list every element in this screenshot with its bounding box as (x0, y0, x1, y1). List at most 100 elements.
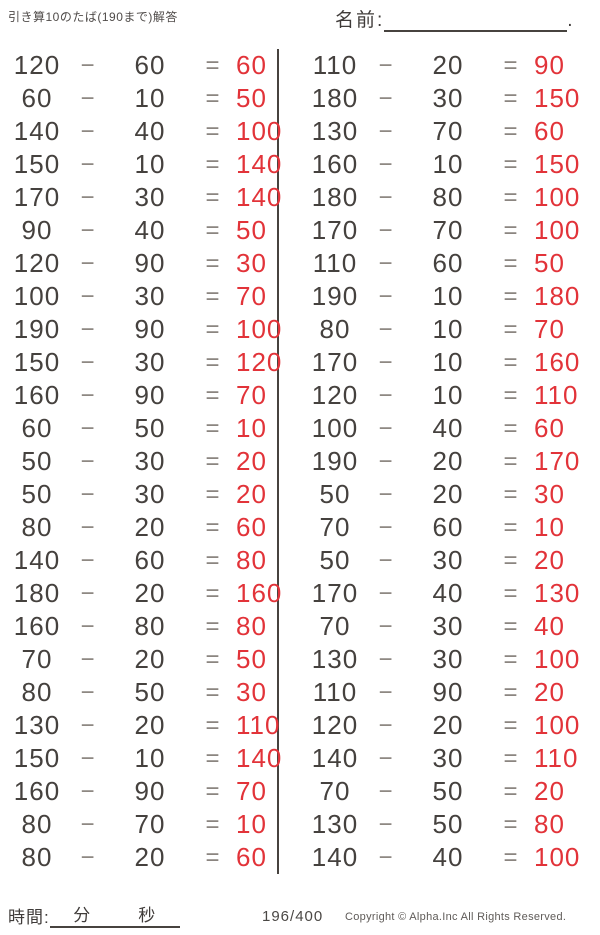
subtrahend: 60 (134, 50, 166, 80)
equals-sign: = (205, 381, 221, 409)
subtrahend: 30 (432, 611, 464, 641)
problem-row: 150 − 10 = 140 (8, 742, 282, 775)
equals-sign: = (205, 51, 221, 79)
minuend: 130 (311, 644, 359, 674)
answer: 180 (534, 281, 581, 311)
minus-sign: − (378, 348, 394, 376)
answer: 100 (236, 314, 283, 344)
answer: 60 (236, 512, 267, 542)
minuend: 170 (311, 347, 359, 377)
answer: 50 (236, 215, 267, 245)
minus-sign: − (378, 645, 394, 673)
minutes-label: 分 (73, 906, 92, 925)
subtrahend: 80 (134, 611, 166, 641)
minuend: 50 (319, 479, 351, 509)
problem-row: 190 − 10 = 180 (306, 280, 580, 313)
answer: 60 (534, 116, 565, 146)
subtrahend: 80 (432, 182, 464, 212)
equals-sign: = (503, 546, 519, 574)
time-blank-line: 分秒 (49, 905, 180, 928)
equals-sign: = (503, 216, 519, 244)
equals-sign: = (503, 51, 519, 79)
minuend: 140 (311, 842, 359, 872)
problem-row: 110 − 20 = 90 (306, 49, 571, 82)
minus-sign: − (80, 513, 96, 541)
subtrahend: 40 (134, 116, 166, 146)
equals-sign: = (503, 678, 519, 706)
subtrahend: 40 (432, 578, 464, 608)
subtrahend: 10 (134, 149, 166, 179)
equals-sign: = (503, 117, 519, 145)
problem-row: 160 − 80 = 80 (8, 610, 277, 643)
problem-row: 110 − 90 = 20 (306, 676, 571, 709)
equals-sign: = (503, 84, 519, 112)
problem-row: 80 − 20 = 60 (8, 841, 277, 874)
subtrahend: 20 (134, 512, 166, 542)
problem-row: 160 − 90 = 70 (8, 379, 277, 412)
minuend: 80 (319, 314, 351, 344)
answer: 100 (534, 842, 581, 872)
subtrahend: 30 (134, 182, 166, 212)
equals-sign: = (503, 315, 519, 343)
minuend: 100 (13, 281, 61, 311)
minus-sign: − (378, 183, 394, 211)
problem-row: 120 − 90 = 30 (8, 247, 277, 280)
answer: 140 (236, 182, 283, 212)
equals-sign: = (503, 777, 519, 805)
minuend: 130 (311, 809, 359, 839)
answer: 120 (236, 347, 283, 377)
subtrahend: 40 (432, 413, 464, 443)
name-blank-line (384, 7, 568, 32)
minuend: 90 (21, 215, 53, 245)
answer: 140 (236, 149, 283, 179)
answer: 30 (236, 248, 267, 278)
answer: 60 (534, 413, 565, 443)
answer: 20 (236, 446, 267, 476)
minus-sign: − (378, 810, 394, 838)
minuend: 120 (13, 248, 61, 278)
minuend: 50 (319, 545, 351, 575)
problem-row: 130 − 20 = 110 (8, 709, 281, 742)
subtrahend: 30 (134, 479, 166, 509)
answer: 160 (534, 347, 581, 377)
equals-sign: = (503, 579, 519, 607)
subtrahend: 40 (134, 215, 166, 245)
minus-sign: − (80, 447, 96, 475)
minuend: 160 (311, 149, 359, 179)
minus-sign: − (80, 315, 96, 343)
time-label: 時間: (8, 908, 50, 927)
problem-row: 60 − 10 = 50 (8, 82, 277, 115)
problem-row: 100 − 40 = 60 (306, 412, 571, 445)
minuend: 160 (13, 611, 61, 641)
problem-row: 160 − 10 = 150 (306, 148, 580, 181)
equals-sign: = (205, 249, 221, 277)
problem-row: 170 − 70 = 100 (306, 214, 580, 247)
answer: 110 (236, 710, 281, 740)
minuend: 80 (21, 809, 53, 839)
minuend: 190 (311, 446, 359, 476)
subtrahend: 40 (432, 842, 464, 872)
minuend: 180 (311, 83, 359, 113)
equals-sign: = (205, 810, 221, 838)
equals-sign: = (205, 546, 221, 574)
minuend: 110 (312, 50, 358, 80)
minus-sign: − (378, 678, 394, 706)
minus-sign: − (378, 612, 394, 640)
problem-row: 140 − 60 = 80 (8, 544, 277, 577)
subtrahend: 20 (134, 710, 166, 740)
problem-row: 180 − 20 = 160 (8, 577, 282, 610)
minus-sign: − (378, 249, 394, 277)
minus-sign: − (378, 513, 394, 541)
problem-row: 130 − 50 = 80 (306, 808, 571, 841)
subtrahend: 90 (432, 677, 464, 707)
answer: 80 (236, 611, 267, 641)
subtrahend: 30 (432, 83, 464, 113)
answer: 170 (534, 446, 581, 476)
minus-sign: − (80, 117, 96, 145)
minuend: 120 (311, 380, 359, 410)
answer: 80 (236, 545, 267, 575)
minuend: 80 (21, 512, 53, 542)
subtrahend: 60 (134, 545, 166, 575)
equals-sign: = (205, 183, 221, 211)
minuend: 120 (13, 50, 61, 80)
